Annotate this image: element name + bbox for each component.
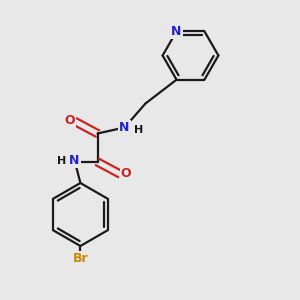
Text: O: O [64, 114, 75, 128]
Text: H: H [57, 155, 66, 166]
Text: H: H [134, 125, 143, 135]
Text: O: O [121, 167, 131, 180]
Text: N: N [171, 25, 182, 38]
Text: N: N [69, 154, 80, 167]
Text: Br: Br [73, 252, 88, 265]
Text: N: N [119, 121, 130, 134]
